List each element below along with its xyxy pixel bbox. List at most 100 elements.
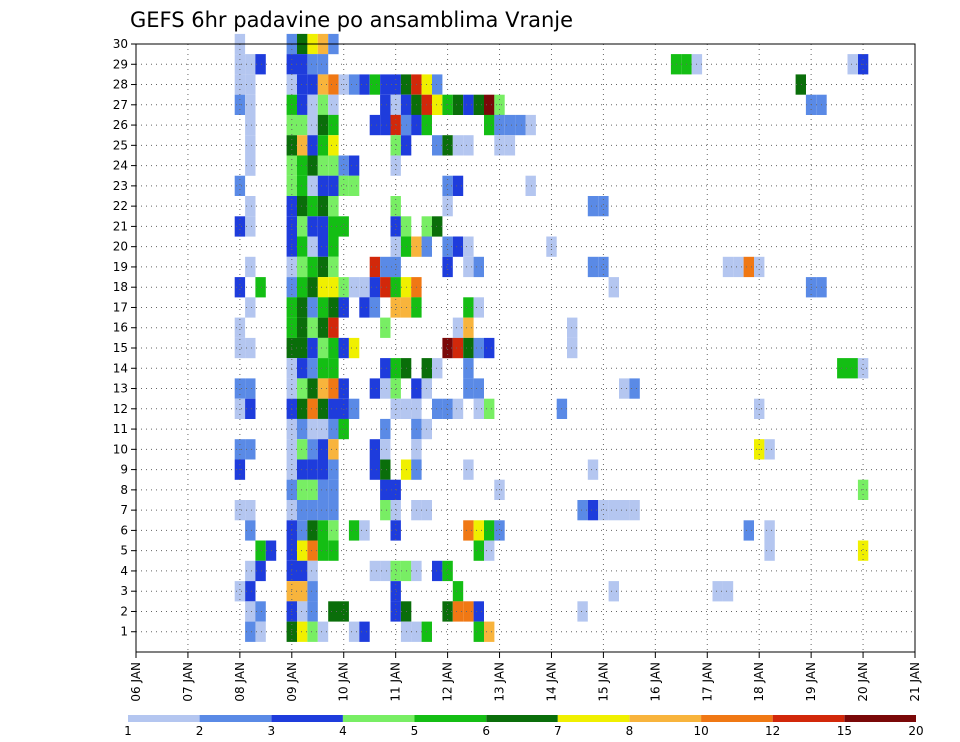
heatmap-cell <box>297 297 308 318</box>
x-tick-label: 11 JAN <box>389 662 403 702</box>
heatmap-cell <box>297 500 308 521</box>
heatmap-cell <box>338 337 349 359</box>
heatmap-cell <box>307 236 318 257</box>
heatmap-cell <box>307 581 318 602</box>
heatmap-cell <box>847 54 858 75</box>
heatmap-cell <box>297 337 308 359</box>
y-tick-label: 19 <box>113 260 128 274</box>
heatmap-cell <box>348 155 360 176</box>
heatmap-cell <box>245 500 256 521</box>
heatmap-cell <box>317 297 329 318</box>
heatmap-cell <box>390 216 401 237</box>
heatmap-cell <box>733 256 744 278</box>
heatmap-cell <box>743 256 754 278</box>
x-tick-label: 21 JAN <box>908 662 922 702</box>
legend-swatch <box>772 715 845 722</box>
y-tick-label: 6 <box>120 523 128 537</box>
heatmap-cell <box>484 337 495 359</box>
x-tick-label: 10 JAN <box>337 662 351 702</box>
heatmap-cell <box>608 500 619 521</box>
heatmap-cell <box>328 439 339 460</box>
heatmap-cell <box>328 317 339 338</box>
heatmap-cell <box>255 54 266 75</box>
heatmap-cell <box>390 560 401 582</box>
heatmap-cell <box>245 398 256 419</box>
heatmap-cell <box>369 256 381 278</box>
heatmap-cell <box>380 277 391 298</box>
legend-label: 2 <box>196 724 204 738</box>
heatmap-cell <box>245 581 256 602</box>
heatmap-cell <box>307 216 318 237</box>
heatmap-cell <box>587 459 599 480</box>
heatmap-cell <box>245 54 256 75</box>
heatmap-cell <box>307 479 318 500</box>
heatmap-cell <box>463 459 474 480</box>
heatmap-cell <box>380 317 391 338</box>
heatmap-cell <box>317 94 329 115</box>
heatmap-cell <box>328 256 339 278</box>
heatmap-cell <box>754 256 765 278</box>
heatmap-cell <box>307 277 318 298</box>
heatmap-cell <box>442 135 453 156</box>
heatmap-cell <box>463 297 474 318</box>
heatmap-cell <box>359 621 370 642</box>
heatmap-cell <box>307 358 318 379</box>
heatmap-cell <box>245 297 256 318</box>
heatmap-cell <box>369 114 381 136</box>
y-tick-label: 16 <box>113 321 128 335</box>
heatmap-cell <box>234 216 246 237</box>
heatmap-cell <box>369 378 381 399</box>
heatmap-cell <box>764 520 775 541</box>
heatmap-cell <box>525 114 536 136</box>
heatmap-cell <box>317 175 329 196</box>
heatmap-cell <box>432 358 443 379</box>
legend-label: 8 <box>626 724 634 738</box>
y-tick-label: 4 <box>120 564 128 578</box>
heatmap-cell <box>743 520 754 541</box>
heatmap-cell <box>328 236 339 257</box>
heatmap-cell <box>463 601 474 622</box>
colorbar-legend: 1 2 3 4 5 6 7 8 10 12 15 20 <box>124 715 924 738</box>
legend-label: 5 <box>411 724 419 738</box>
heatmap-cell <box>245 378 256 399</box>
heatmap-cell <box>317 216 329 237</box>
heatmap-cell <box>390 398 401 419</box>
heatmap-cell <box>484 94 495 115</box>
y-tick-label: 10 <box>113 442 128 456</box>
heatmap-cell <box>234 378 246 399</box>
heatmap-cell <box>390 114 401 136</box>
heatmap-cell <box>255 621 266 642</box>
x-tick-label: 08 JAN <box>233 662 247 702</box>
heatmap-cell <box>338 601 349 622</box>
heatmap-cell <box>328 520 339 541</box>
legend-label: 15 <box>837 724 852 738</box>
heatmap-cell <box>484 520 495 541</box>
heatmap-cell <box>328 297 339 318</box>
heatmap-cell <box>359 277 370 298</box>
heatmap-cell <box>484 540 495 561</box>
chart-title: GEFS 6hr padavine po ansamblima Vranje <box>130 8 573 32</box>
heatmap-cell <box>452 398 464 419</box>
heatmap-cell <box>328 155 339 176</box>
heatmap-cell <box>307 94 318 115</box>
heatmap-cell <box>587 256 599 278</box>
heatmap-cell <box>452 581 464 602</box>
heatmap-cell <box>307 378 318 399</box>
heatmap-cell <box>297 94 308 115</box>
heatmap-cell <box>473 540 484 561</box>
heatmap-cell <box>857 358 869 379</box>
y-tick-label: 9 <box>120 463 128 477</box>
heatmap-cell <box>380 256 391 278</box>
heatmap-cell <box>484 621 495 642</box>
y-tick-label: 13 <box>113 382 128 396</box>
x-tick-label: 15 JAN <box>596 662 610 702</box>
heatmap-cell <box>722 581 734 602</box>
heatmap-cell <box>307 196 318 217</box>
heatmap-cell <box>390 196 401 217</box>
heatmap-cell <box>463 317 474 338</box>
heatmap-cell <box>297 418 308 440</box>
heatmap-cell <box>348 520 360 541</box>
heatmap-cell <box>234 500 246 521</box>
legend-swatch <box>128 715 200 722</box>
x-tick-label: 20 JAN <box>856 662 870 702</box>
